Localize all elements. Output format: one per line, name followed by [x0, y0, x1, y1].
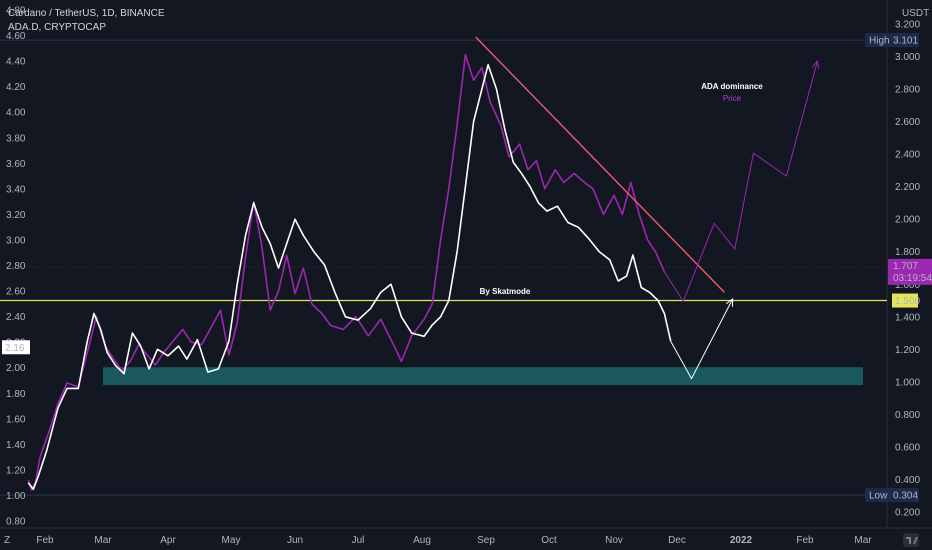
- low-badge-label: Low: [869, 491, 888, 502]
- time-scale[interactable]: Feb Mar Apr May Jun Jul Aug Sep Oct Nov Dec 2022 Feb…: [36, 535, 872, 546]
- last-price-badge: 1.707 03:19:54: [888, 258, 932, 285]
- legend-title-annotation[interactable]: ADA dominance: [701, 82, 763, 91]
- x-tick-label: Aug: [413, 535, 431, 546]
- level-badge-value: 1.500: [895, 296, 920, 307]
- left-tick-label: 2.80: [6, 261, 26, 272]
- level-badge: 1.500: [892, 293, 920, 308]
- dominance-projection-path[interactable]: [663, 60, 818, 303]
- right-tick-label: 1.200: [895, 345, 920, 356]
- x-tick-label: Feb: [796, 535, 814, 546]
- right-tick-label: 2.400: [895, 150, 920, 161]
- left-tick-label: 0.80: [6, 517, 26, 528]
- left-current-value: 2.16: [5, 343, 25, 354]
- support-zone[interactable]: [103, 367, 863, 386]
- right-tick-label: 0.400: [895, 475, 920, 486]
- price-projection-path[interactable]: [670, 298, 734, 380]
- high-badge-value: 3.101: [893, 36, 918, 47]
- left-tick-label: 2.00: [6, 363, 26, 374]
- low-badge-value: 0.304: [893, 491, 918, 502]
- left-tick-label: 1.80: [6, 389, 26, 400]
- x-tick-label: 2022: [730, 535, 753, 546]
- left-tick-label: 4.60: [6, 31, 26, 42]
- left-tick-label: 3.00: [6, 235, 26, 246]
- price-arrow-head: [726, 297, 734, 307]
- right-tick-label: 1.000: [895, 377, 920, 388]
- tradingview-logo-icon[interactable]: [903, 533, 919, 547]
- left-tick-label: 1.60: [6, 414, 26, 425]
- x-tick-label: Feb: [36, 535, 54, 546]
- low-badge: Low 0.304: [865, 488, 919, 503]
- right-tick-label: 1.400: [895, 312, 920, 323]
- overlay-title: ADA.D, CRYPTOCAP: [8, 22, 106, 33]
- author-annotation[interactable]: By Skatmode: [480, 287, 531, 296]
- left-tick-label: 4.80: [6, 6, 26, 17]
- left-current-badge: 2.16: [2, 340, 30, 355]
- high-badge: High 3.101: [865, 33, 919, 48]
- left-tick-label: 3.20: [6, 210, 26, 221]
- dominance-arrow-head: [811, 59, 820, 70]
- descending-trendline[interactable]: [475, 36, 725, 293]
- symbol-title: Cardano / TetherUS, 1D, BINANCE: [8, 8, 165, 19]
- x-tick-label: Dec: [668, 535, 686, 546]
- last-price-value: 1.707: [893, 261, 918, 272]
- x-tick-label: May: [222, 535, 241, 546]
- left-tick-label: 1.20: [6, 465, 26, 476]
- left-tick-label: 4.20: [6, 82, 26, 93]
- right-tick-label: 0.800: [895, 410, 920, 421]
- right-tick-label: 2.600: [895, 117, 920, 128]
- left-tick-label: 2.60: [6, 287, 26, 298]
- right-tick-label: 0.200: [895, 508, 920, 519]
- right-tick-label: 1.600: [895, 280, 920, 291]
- left-price-scale[interactable]: 4.80 4.60 4.40 4.20 4.00 3.80 3.60 3.40 3.20 3.00…: [6, 6, 26, 528]
- timezone-icon[interactable]: Z: [4, 535, 10, 546]
- x-tick-label: Jul: [352, 535, 365, 546]
- left-tick-label: 4.40: [6, 57, 26, 68]
- left-tick-label: 1.40: [6, 440, 26, 451]
- right-tick-label: 1.800: [895, 247, 920, 258]
- series-ada-dominance[interactable]: [27, 53, 666, 492]
- right-tick-label: 3.000: [895, 52, 920, 63]
- left-tick-label: 1.00: [6, 491, 26, 502]
- x-tick-label: Sep: [477, 535, 495, 546]
- right-tick-label: 2.800: [895, 85, 920, 96]
- series-price[interactable]: [27, 63, 672, 491]
- x-tick-label: Mar: [854, 535, 872, 546]
- legend-sub-annotation[interactable]: Price: [723, 94, 742, 103]
- left-tick-label: 2.40: [6, 312, 26, 323]
- left-tick-label: 3.40: [6, 184, 26, 195]
- right-tick-label: 0.600: [895, 442, 920, 453]
- left-tick-label: 4.00: [6, 108, 26, 119]
- right-price-scale[interactable]: 3.200 3.000 2.800 2.600 2.400 2.200 2.000 1.800…: [895, 20, 920, 519]
- left-tick-label: 3.80: [6, 133, 26, 144]
- x-tick-label: Jun: [287, 535, 303, 546]
- left-tick-label: 3.60: [6, 159, 26, 170]
- x-tick-label: Mar: [94, 535, 112, 546]
- x-tick-label: Oct: [541, 535, 557, 546]
- currency-label: USDT: [902, 8, 929, 19]
- bar-countdown: 03:19:54: [893, 273, 932, 284]
- right-tick-label: 2.000: [895, 215, 920, 226]
- x-tick-label: Apr: [160, 535, 176, 546]
- x-tick-label: Nov: [605, 535, 623, 546]
- right-tick-label: 2.200: [895, 182, 920, 193]
- high-badge-label: High: [869, 36, 890, 47]
- right-tick-label: 3.200: [895, 20, 920, 31]
